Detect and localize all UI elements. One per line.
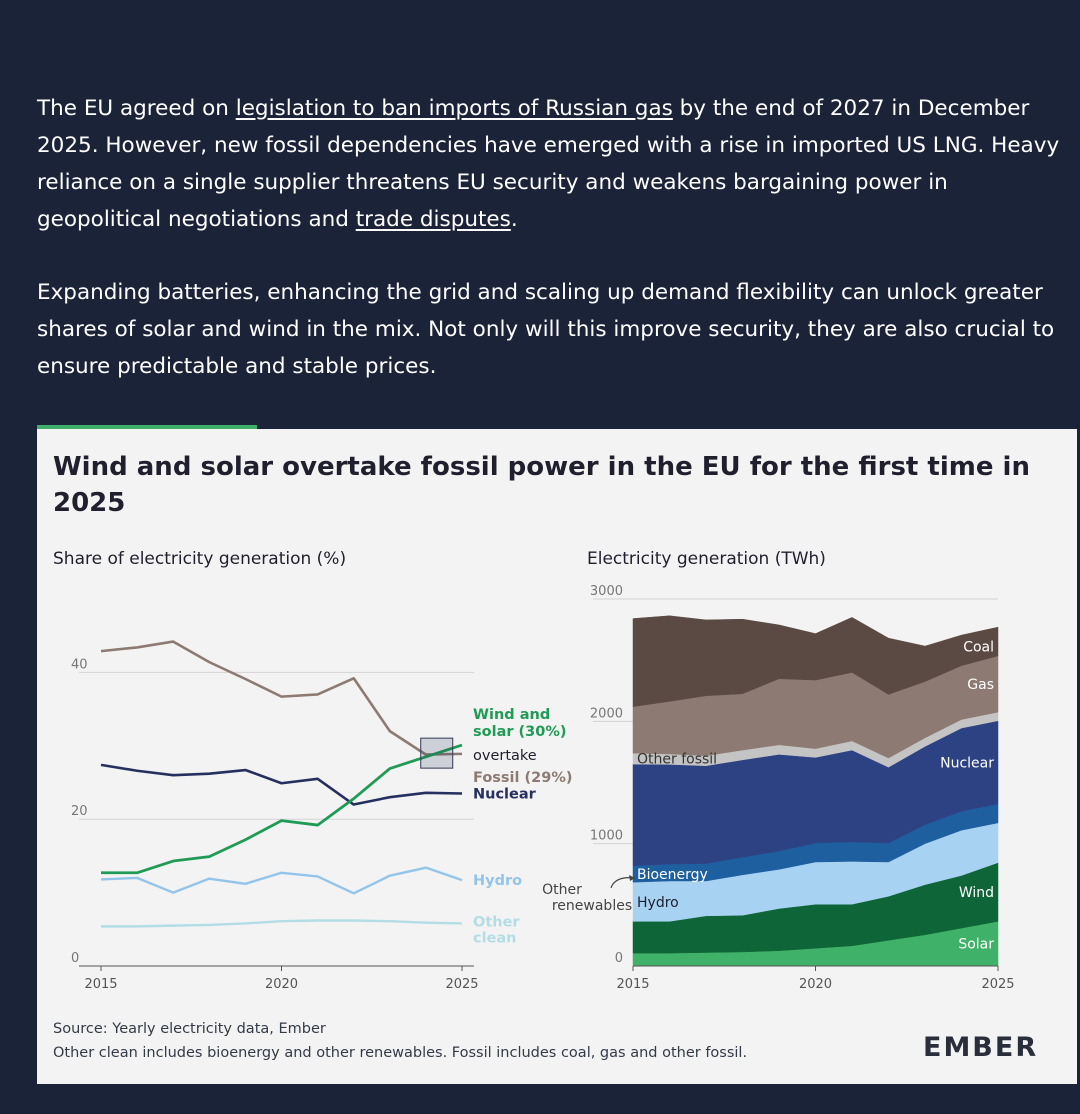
right-x-tick-2025: 2025: [981, 977, 1014, 992]
label-other-clean-line1: Other: [473, 914, 520, 930]
label-coal: Coal: [963, 640, 994, 656]
label-solar: Solar: [958, 937, 994, 953]
label-hydro: Hydro: [473, 873, 522, 889]
line-nuclear: [100, 763, 463, 806]
intro-text-1b: by the end of 2027 in December 2025. How…: [37, 95, 1060, 232]
intro-paragraph-2: Expanding batteries, enhancing the grid …: [37, 279, 1055, 379]
left-x-tick-2025: 2025: [445, 977, 478, 992]
generation-area-chart: 0 1000 2000 3000 2015 2020 2025 Coal Gas Nuclear W…: [590, 584, 1015, 992]
label-other-fossil: Other fossil: [637, 752, 717, 768]
area-coal: [632, 615, 999, 707]
overtake-highlight-box: [420, 737, 454, 769]
label-bioenergy: Bioenergy: [637, 867, 708, 883]
label-nuclear-area: Nuclear: [940, 755, 994, 771]
label-overtake: overtake: [473, 748, 537, 764]
card-accent-bar: [37, 425, 257, 429]
left-chart-subtitle: Share of electricity generation (%): [53, 549, 347, 569]
ember-logo: EMBER: [923, 1032, 1039, 1063]
label-wind-solar-line2: solar (30%): [473, 724, 567, 740]
intro-text-1c: .: [510, 206, 518, 232]
label-other-clean-line2: clean: [473, 930, 517, 946]
right-y-tick-3000: 3000: [590, 584, 623, 599]
label-wind: Wind: [959, 885, 994, 901]
right-x-tick-2015: 2015: [616, 977, 649, 992]
label-gas: Gas: [967, 677, 994, 693]
label-other-renewables-line2: renewables: [552, 898, 632, 914]
trade-disputes-link[interactable]: trade disputes: [355, 206, 511, 232]
line-fossil: [100, 640, 463, 756]
right-chart-subtitle: Electricity generation (TWh): [587, 549, 826, 569]
intro-paragraph-1: The EU agreed on legislation to ban impo…: [37, 90, 1077, 238]
right-y-tick-2000: 2000: [590, 706, 623, 721]
line-wind-and-solar: [101, 743, 463, 875]
label-wind-solar-line1: Wind and: [473, 707, 550, 723]
chart-annotations: Wind and solar (30%) overtake Fossil (29…: [473, 707, 632, 914]
definitions-note: Other clean includes bioenergy and other…: [53, 1045, 748, 1061]
chart-title: Wind and solar overtake fossil power in …: [53, 452, 1030, 518]
source-note: Source: Yearly electricity data, Ember: [53, 1021, 326, 1037]
left-x-tick-2020: 2020: [265, 977, 298, 992]
left-x-tick-2015: 2015: [84, 977, 117, 992]
intro-text-1a: The EU agreed on: [37, 95, 236, 121]
left-y-tick-20: 20: [71, 804, 88, 819]
line-hydro: [100, 866, 463, 895]
russian-gas-ban-link[interactable]: legislation to ban imports of Russian ga…: [235, 95, 673, 121]
left-y-tick-0: 0: [71, 951, 79, 966]
other-renewables-arrowhead: [629, 874, 635, 881]
right-y-tick-1000: 1000: [590, 829, 623, 844]
line-other-clean: [101, 919, 463, 928]
right-x-tick-2020: 2020: [799, 977, 832, 992]
label-fossil: Fossil (29%): [473, 770, 573, 786]
label-nuclear: Nuclear: [473, 787, 537, 803]
label-hydro-area: Hydro: [637, 895, 679, 911]
label-other-renewables-line1: Other: [542, 882, 582, 898]
right-y-tick-0: 0: [615, 951, 623, 966]
chart-card: Wind and solar overtake fossil power in …: [37, 429, 1077, 1084]
left-y-tick-40: 40: [71, 657, 88, 672]
